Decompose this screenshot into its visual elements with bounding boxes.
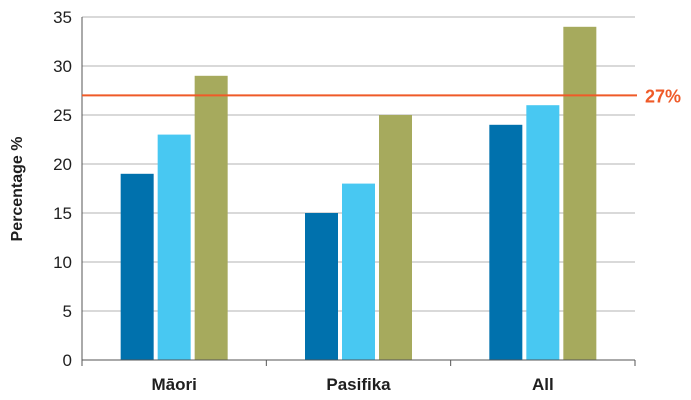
bar-all-series-1 <box>489 124 523 360</box>
labels: 0 5 10 15 20 25 30 35 Māori Pasifika All <box>53 8 554 394</box>
bar-māori-series-1 <box>120 173 154 360</box>
x-category-label: All <box>532 375 554 394</box>
y-tick-label: 5 <box>63 302 72 321</box>
reference-line-group: 27% <box>82 86 681 106</box>
bar-māori-series-2 <box>157 134 191 360</box>
y-tick-label: 10 <box>53 253 72 272</box>
reference-line-label: 27% <box>645 86 681 106</box>
y-tick-label: 0 <box>63 351 72 370</box>
y-tick-label: 20 <box>53 155 72 174</box>
y-axis-title: Percentage % <box>9 137 26 242</box>
y-tick-label: 30 <box>53 57 72 76</box>
x-category-label: Pasifika <box>326 375 391 394</box>
y-tick-label: 35 <box>53 8 72 27</box>
bar-all-series-3 <box>563 26 597 361</box>
bars <box>120 26 597 361</box>
bar-māori-series-3 <box>194 75 228 361</box>
bar-all-series-2 <box>526 105 560 360</box>
y-tick-label: 25 <box>53 106 72 125</box>
bar-pasifika-series-3 <box>379 115 412 360</box>
x-category-label: Māori <box>151 375 196 394</box>
bar-pasifika-series-1 <box>305 213 338 360</box>
y-tick-label: 15 <box>53 204 72 223</box>
axes <box>81 17 636 366</box>
bar-pasifika-series-2 <box>342 183 375 360</box>
